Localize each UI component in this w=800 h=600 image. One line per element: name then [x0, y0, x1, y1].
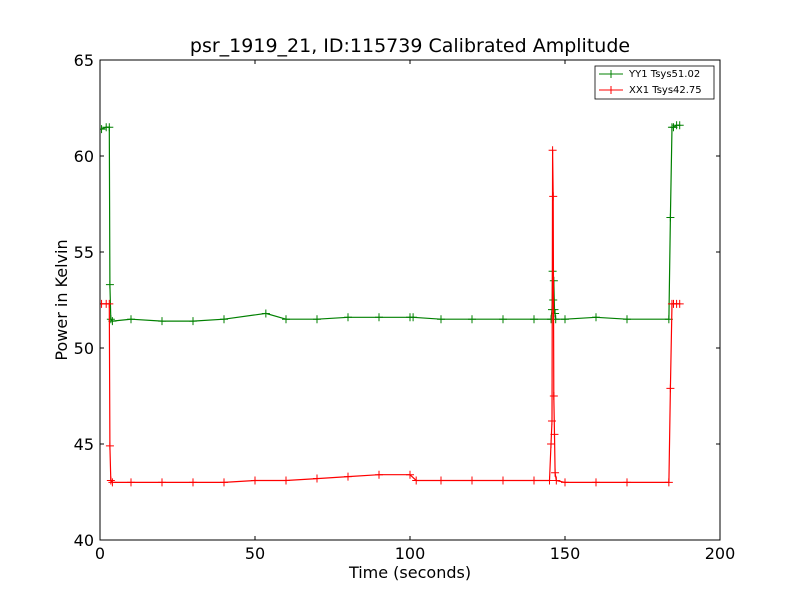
- y-tick-label: 50: [74, 339, 94, 358]
- data-point: [158, 478, 166, 487]
- data-point: [127, 478, 135, 487]
- data-point: [406, 470, 414, 479]
- data-point: [282, 315, 290, 324]
- y-axis-label: Power in Kelvin: [52, 239, 71, 360]
- y-tick-label: 65: [74, 51, 94, 70]
- legend: YY1 Tsys51.02 XX1 Tsys42.75: [594, 65, 715, 100]
- data-point: [675, 299, 684, 308]
- data-point: [468, 476, 476, 485]
- data-point: [100, 125, 106, 134]
- y-tick-label: 60: [74, 147, 94, 166]
- data-point: [437, 315, 445, 324]
- data-point: [375, 470, 383, 479]
- data-point: [623, 315, 631, 324]
- data-point: [375, 313, 383, 322]
- data-point: [105, 441, 114, 450]
- data-point: [623, 478, 631, 487]
- data-point: [547, 440, 556, 448]
- data-point: [530, 476, 538, 485]
- data-point: [189, 317, 197, 326]
- data-point: [189, 478, 197, 487]
- data-point: [675, 121, 684, 130]
- data-point: [561, 478, 569, 487]
- data-point: [592, 313, 600, 322]
- plot-background: [100, 60, 720, 540]
- data-point: [412, 476, 421, 485]
- legend-label-yy1: YY1 Tsys51.02: [628, 69, 700, 80]
- data-point: [548, 146, 557, 155]
- data-point: [547, 416, 556, 425]
- y-tick-label: 40: [74, 531, 94, 550]
- series-line: [101, 124, 680, 322]
- data-point: [158, 317, 166, 326]
- data-point: [106, 315, 115, 324]
- x-axis-label: Time (seconds): [348, 563, 471, 582]
- data-point: [220, 478, 228, 487]
- legend-label-xx1: XX1 Tsys42.75: [629, 85, 702, 96]
- x-tick-label: 0: [95, 544, 105, 563]
- data-point: [261, 309, 270, 318]
- legend-marker-xx1: [607, 86, 615, 94]
- data-point: [108, 478, 117, 487]
- x-tick-label: 150: [550, 544, 581, 563]
- data-point: [551, 468, 560, 477]
- data-point: [561, 315, 569, 324]
- legend-box: [594, 65, 715, 100]
- data-point: [664, 478, 673, 487]
- data-point: [545, 476, 554, 485]
- y-tick-label: 45: [74, 435, 94, 454]
- data-point: [409, 313, 418, 322]
- data-point: [105, 123, 114, 132]
- data-point: [437, 476, 445, 485]
- data-point: [344, 472, 352, 481]
- data-point: [344, 313, 352, 322]
- data-point: [220, 315, 228, 324]
- x-tick-label: 50: [245, 544, 265, 563]
- data-point: [666, 384, 675, 393]
- data-point: [550, 430, 559, 439]
- data-point: [105, 299, 114, 308]
- data-point: [106, 476, 115, 485]
- data-point: [499, 476, 507, 485]
- data-point: [552, 476, 561, 485]
- series-1: [100, 121, 684, 326]
- y-tick-label: 55: [74, 243, 94, 262]
- series-2: [100, 146, 684, 487]
- data-point: [105, 280, 114, 289]
- data-point: [313, 474, 321, 483]
- data-point: [592, 478, 600, 487]
- ticks-layer: 0 50 100 150 200 40 45 50 55 60 65: [74, 51, 736, 563]
- chart-title: psr_1919_21, ID:115739 Calibrated Amplit…: [190, 35, 630, 57]
- data-point: [499, 315, 507, 324]
- data-point: [666, 213, 675, 222]
- data-point: [468, 315, 476, 324]
- data-point: [313, 315, 321, 324]
- data-point: [282, 476, 290, 485]
- series-layer: [100, 121, 684, 487]
- data-point: [127, 315, 135, 324]
- data-point: [251, 476, 259, 485]
- x-tick-label: 200: [705, 544, 736, 563]
- data-point: [549, 392, 558, 400]
- legend-marker-yy1: [607, 70, 615, 78]
- x-tick-label: 100: [395, 544, 426, 563]
- data-point: [549, 192, 558, 201]
- data-point: [530, 315, 538, 324]
